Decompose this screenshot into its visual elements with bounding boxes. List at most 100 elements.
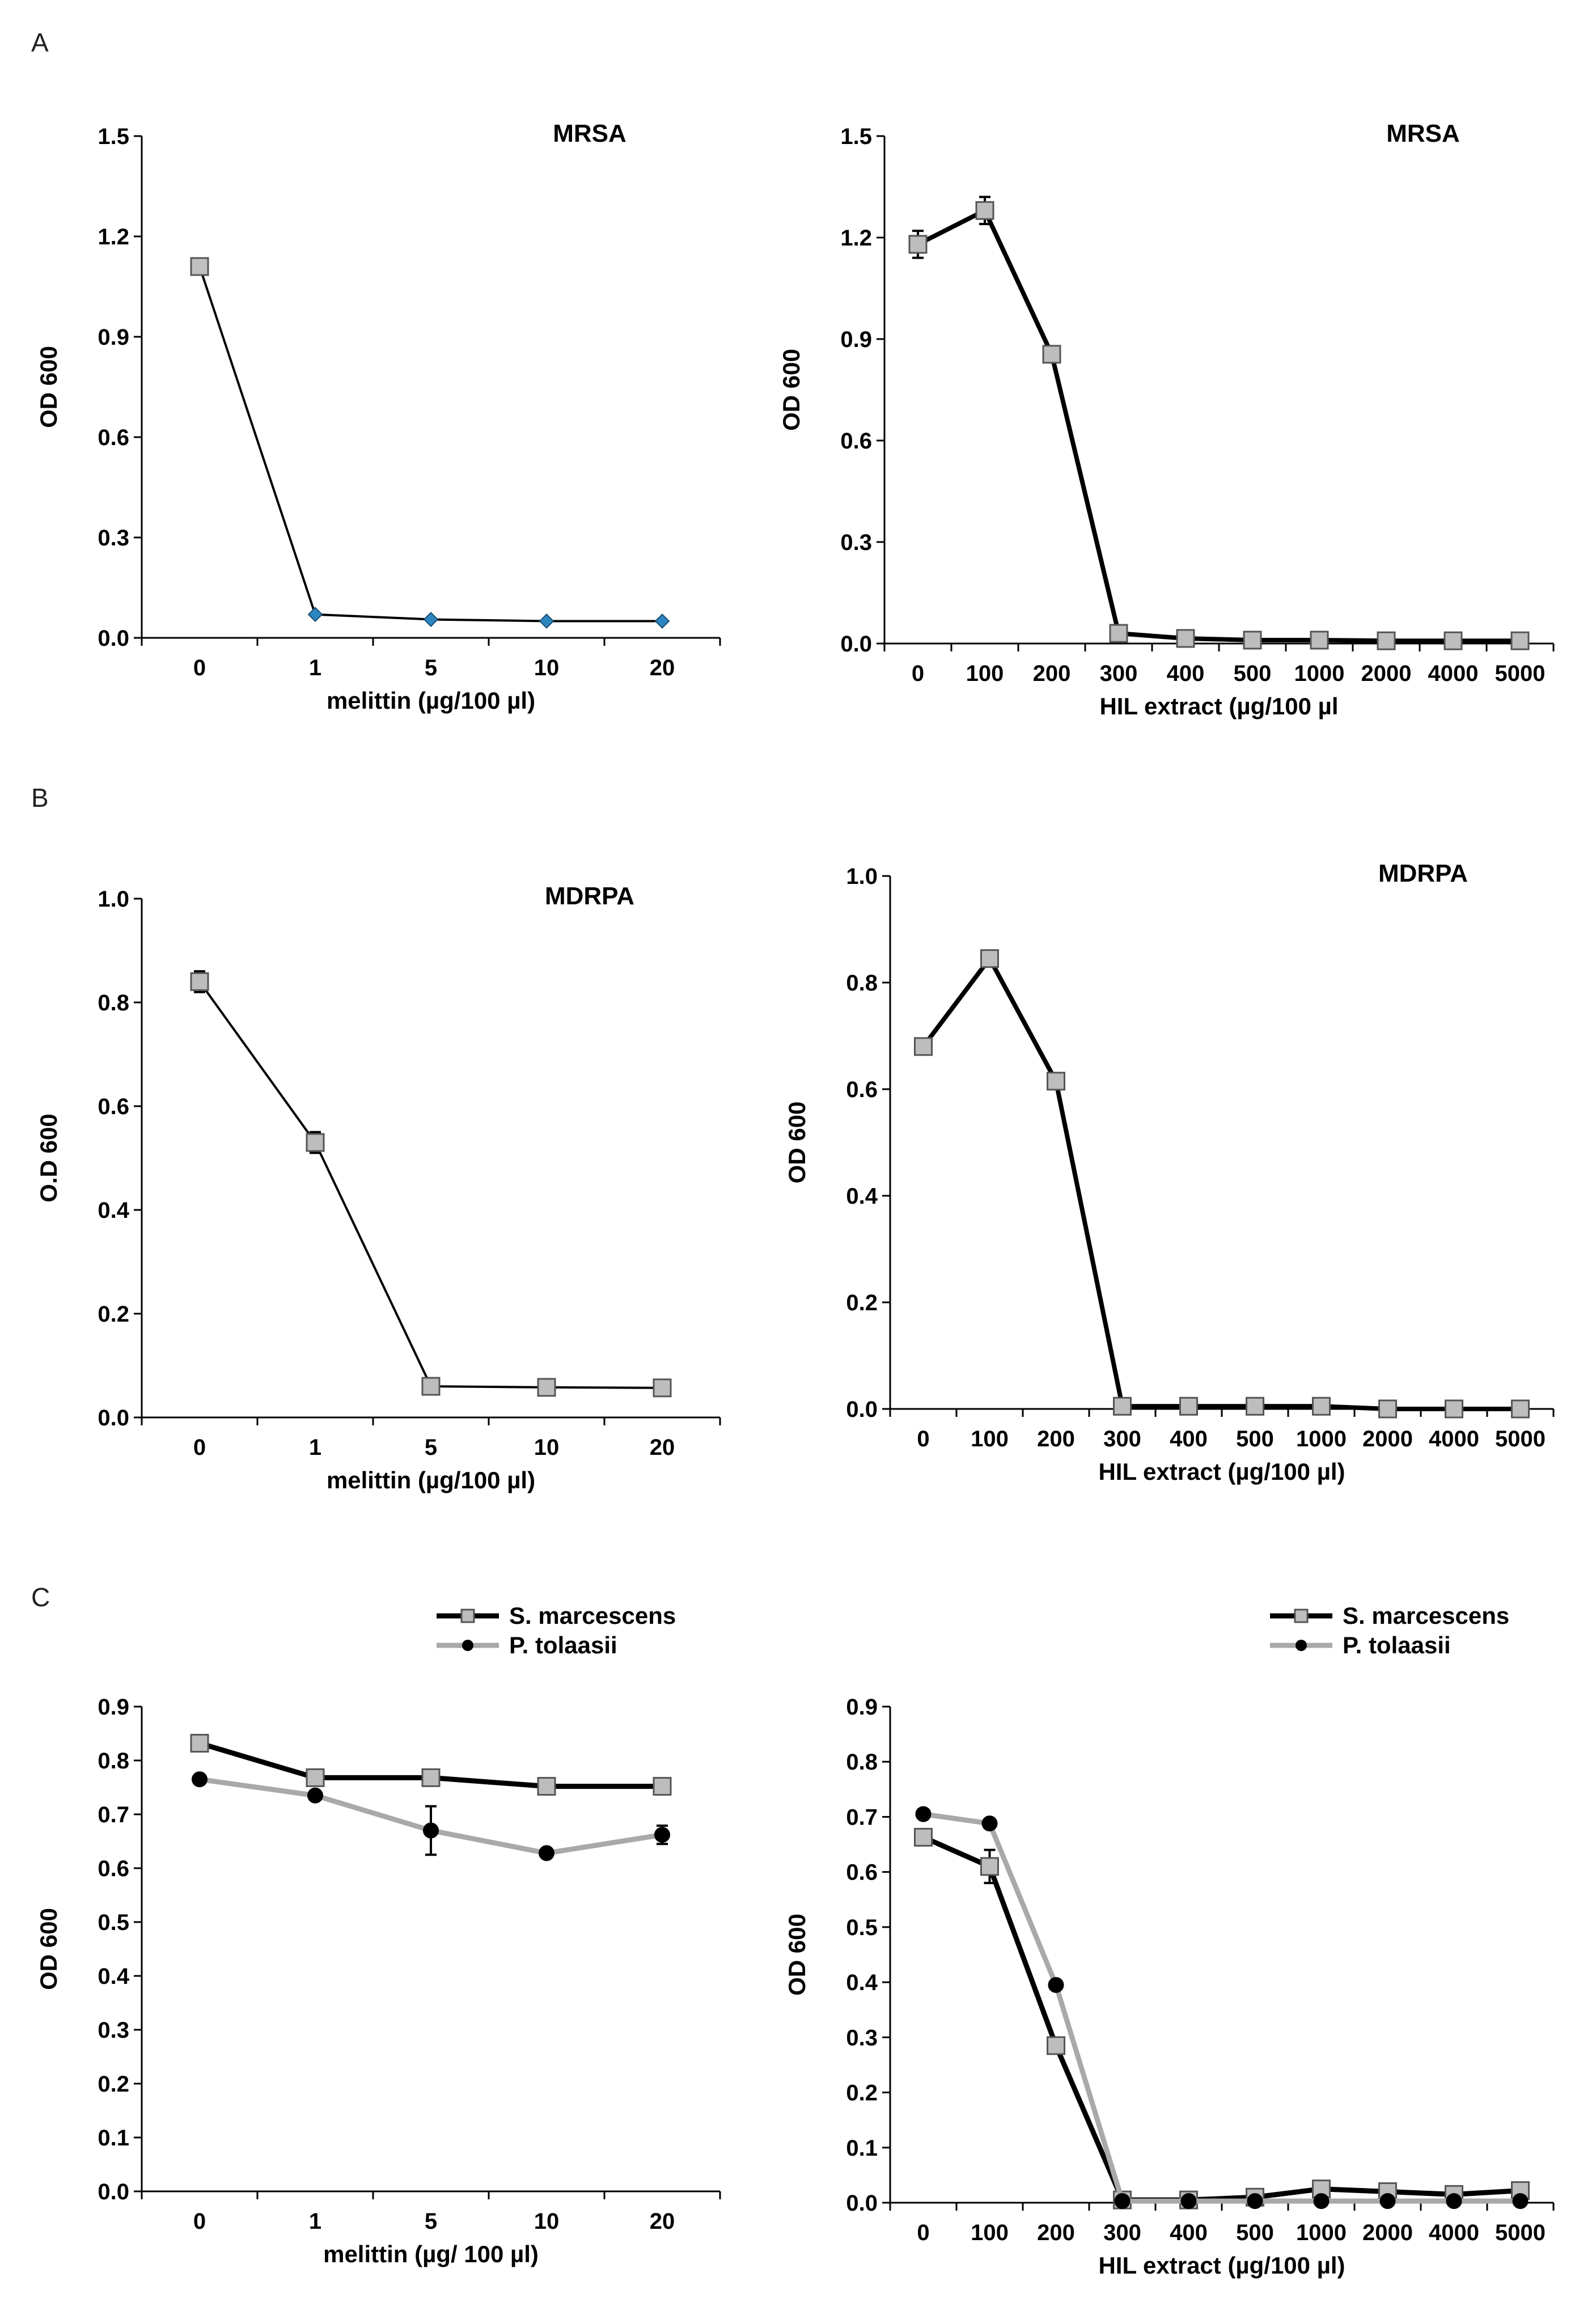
y-tick-label: 0.9 — [846, 1695, 878, 1720]
data-point-circle — [1379, 2193, 1396, 2210]
y-tick-label: 0.5 — [98, 1910, 129, 1935]
data-point-circle — [1247, 2193, 1263, 2210]
panel-label-a: A — [31, 28, 49, 57]
data-point-square — [914, 1827, 933, 1847]
chart-title: MRSA — [553, 120, 626, 147]
x-tick-label: 5000 — [1495, 2220, 1546, 2245]
data-point-circle — [1313, 2193, 1330, 2210]
chart-b-left: 0.0 0.2 0.4 0.6 0.8 1.0 0 1 5 10 20 melittin (µg/10… — [35, 882, 721, 1493]
y-axis-title: OD 600 — [35, 1908, 62, 1990]
y-tick-label: 0.0 — [846, 1397, 878, 1422]
y-tick-label: 0.3 — [846, 2025, 878, 2050]
data-point-square — [190, 1734, 209, 1753]
x-tick-label: 100 — [971, 1427, 1009, 1451]
x-tick-label: 1000 — [1296, 1427, 1347, 1451]
x-axis-title: melittin (µg/ 100 µl) — [323, 2241, 539, 2267]
x-tick-label: 200 — [1037, 2220, 1075, 2245]
data-point-square — [1510, 631, 1530, 650]
y-tick-label: 0.0 — [98, 626, 129, 651]
x-tick-label: 1000 — [1296, 2220, 1347, 2245]
x-tick-label: 400 — [1170, 2220, 1208, 2245]
y-tick-label: 0.8 — [98, 991, 129, 1015]
legend-marker-circle — [462, 1640, 473, 1651]
series-line — [198, 981, 663, 1389]
y-axis-title: OD 600 — [35, 346, 62, 428]
data-point-circle — [1048, 1976, 1064, 1993]
x-tick-label: 1 — [309, 2209, 321, 2234]
y-tick-label: 0.1 — [846, 2136, 878, 2161]
y-tick-label: 0.2 — [846, 1290, 878, 1315]
data-point-square — [975, 201, 994, 220]
data-point-square — [537, 1378, 556, 1397]
x-tick-label: 2000 — [1362, 1427, 1413, 1451]
x-tick-label: 2000 — [1361, 661, 1412, 686]
y-tick-label: 0.6 — [98, 425, 129, 450]
x-tick-label: 10 — [534, 1435, 560, 1460]
data-point-square — [537, 1777, 556, 1796]
y-tick-label: 0.9 — [98, 325, 129, 350]
data-point-diamond — [307, 607, 323, 623]
x-tick-label: 0 — [193, 1435, 206, 1460]
legend-marker-circle — [1296, 1640, 1307, 1651]
y-tick-label: 0.4 — [98, 1964, 129, 1989]
x-tick-label: 5000 — [1495, 661, 1546, 686]
data-point-square — [980, 1857, 999, 1876]
y-tick-label: 0.7 — [846, 1805, 878, 1830]
x-tick-label: 5 — [425, 655, 437, 680]
data-point-square — [1443, 631, 1463, 650]
y-tick-label: 0.2 — [98, 1302, 129, 1327]
x-tick-label: 500 — [1236, 2220, 1274, 2245]
x-tick-label: 20 — [650, 2209, 675, 2234]
x-axis-title: melittin (µg/100 µl) — [327, 687, 535, 714]
x-tick-label: 0 — [193, 2209, 206, 2234]
y-tick-label: 0.6 — [840, 429, 872, 454]
x-tick-label: 4000 — [1428, 661, 1479, 686]
data-point-square — [190, 257, 209, 276]
x-tick-label: 500 — [1234, 661, 1272, 686]
x-tick-label: 20 — [650, 655, 675, 680]
data-point-square — [1445, 1399, 1463, 1419]
data-point-circle — [981, 1815, 998, 1832]
y-tick-label: 0.9 — [98, 1695, 129, 1720]
y-tick-label: 0.3 — [98, 2018, 129, 2043]
data-point-circle — [1512, 2193, 1529, 2210]
y-tick-label: 0.1 — [98, 2126, 129, 2151]
y-tick-label: 1.0 — [846, 864, 878, 889]
data-point-diamond — [654, 613, 670, 629]
y-tick-label: 1.5 — [98, 124, 129, 149]
data-point-square — [421, 1768, 441, 1787]
series-line — [922, 1811, 1521, 2204]
data-point-square — [306, 1133, 325, 1152]
y-tick-label: 0.9 — [840, 327, 872, 352]
data-point-diamond — [539, 613, 554, 629]
x-tick-label: 5 — [425, 1435, 437, 1460]
x-tick-label: 1000 — [1294, 661, 1345, 686]
legend-label: S. marcescens — [1343, 1602, 1509, 1629]
data-point-square — [1310, 630, 1329, 650]
chart-title: MDRPA — [1378, 860, 1468, 887]
data-point-circle — [192, 1771, 208, 1788]
y-tick-label: 0.6 — [846, 1860, 878, 1885]
data-point-square — [1176, 629, 1195, 648]
x-tick-label: 20 — [650, 1435, 675, 1460]
x-tick-label: 4000 — [1429, 2220, 1479, 2245]
data-point-square — [1378, 1399, 1397, 1419]
x-tick-label: 100 — [971, 2220, 1009, 2245]
data-point-circle — [1180, 2193, 1197, 2210]
data-point-circle — [307, 1787, 323, 1804]
data-point-diamond — [423, 612, 439, 627]
y-tick-label: 0.2 — [98, 2072, 129, 2097]
chart-a-right: 0.0 0.3 0.6 0.9 1.2 1.5 0 100 200 300 400 500 1000 20… — [778, 120, 1555, 719]
data-point-square — [1511, 1399, 1530, 1419]
data-point-square — [1047, 2036, 1065, 2055]
y-tick-label: 0.0 — [840, 632, 872, 657]
x-tick-label: 5 — [425, 2209, 437, 2234]
data-point-square — [421, 1377, 441, 1396]
chart-title: MRSA — [1386, 120, 1460, 147]
legend-label: P. tolaasii — [509, 1632, 617, 1658]
data-point-square — [653, 1777, 672, 1796]
panel-label-b: B — [31, 783, 49, 812]
data-point-square — [1179, 1396, 1198, 1416]
series-line — [922, 1835, 1521, 2203]
x-tick-label: 500 — [1236, 1427, 1274, 1451]
